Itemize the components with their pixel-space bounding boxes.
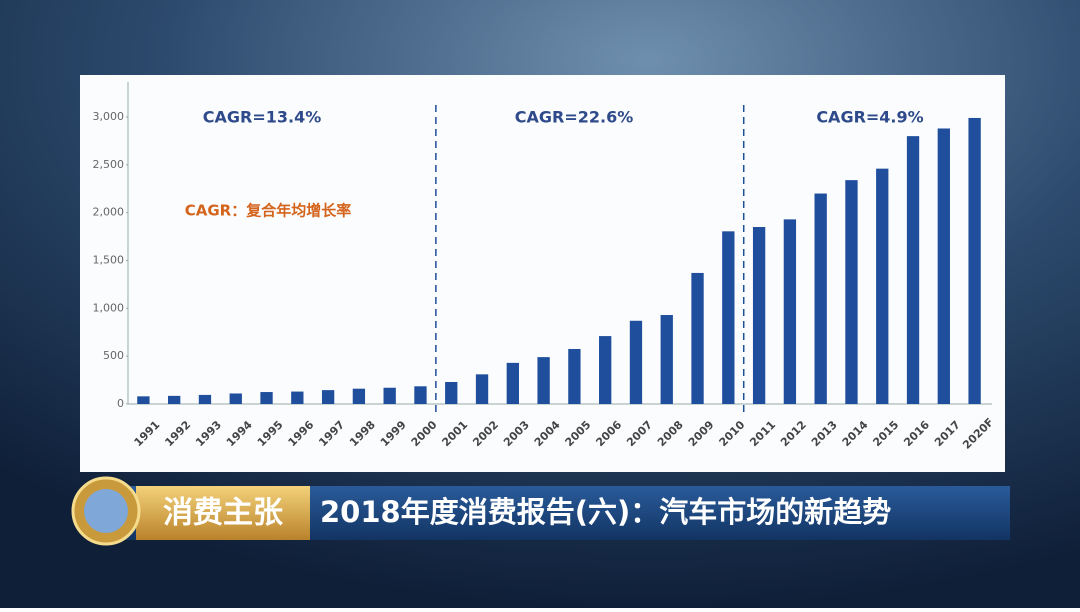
bar <box>814 193 827 404</box>
program-box <box>136 486 310 540</box>
bar <box>568 348 581 404</box>
y-tick-label: 2,500 <box>93 158 125 171</box>
bar <box>137 396 150 404</box>
annotation: CAGR=13.4% <box>203 108 322 127</box>
program-name: 消费主张 <box>163 496 283 531</box>
bar <box>475 374 489 404</box>
bar <box>198 394 212 404</box>
bar <box>445 381 458 404</box>
bar <box>537 357 550 404</box>
annotation: CAGR：复合年均增长率 <box>185 202 351 220</box>
bar <box>291 391 304 404</box>
bar <box>260 392 273 404</box>
bar <box>937 128 950 405</box>
bar <box>876 168 889 404</box>
bar <box>383 387 396 404</box>
bar <box>783 219 797 404</box>
headline: 2018年度消费报告(六)：汽车市场的新趋势 <box>320 495 891 529</box>
bar <box>691 272 704 404</box>
y-tick-label: 1,000 <box>93 301 125 314</box>
bar <box>752 227 766 404</box>
bar <box>906 136 920 404</box>
bar <box>352 388 366 404</box>
bar <box>845 180 858 404</box>
bar <box>722 231 735 404</box>
y-tick-label: 3,000 <box>93 110 125 123</box>
bar <box>660 315 673 404</box>
bar <box>599 336 612 404</box>
y-tick-label: 500 <box>103 349 124 362</box>
bar <box>321 390 335 404</box>
annotation: CAGR=22.6% <box>515 108 634 127</box>
bar <box>414 386 427 404</box>
bar <box>968 117 981 404</box>
y-tick-label: 2,000 <box>93 206 125 219</box>
bar <box>506 362 519 404</box>
y-tick-label: 1,500 <box>93 254 125 267</box>
logo-globe <box>84 489 128 533</box>
bar <box>229 393 242 404</box>
y-tick-label: 0 <box>117 397 124 410</box>
banner: 消费主张 2018年度消费报告(六)：汽车市场的新趋势 <box>71 476 1010 546</box>
bar <box>168 395 181 404</box>
bar <box>629 320 643 404</box>
annotation: CAGR=4.9% <box>816 108 923 127</box>
chart-panel <box>80 75 1005 472</box>
